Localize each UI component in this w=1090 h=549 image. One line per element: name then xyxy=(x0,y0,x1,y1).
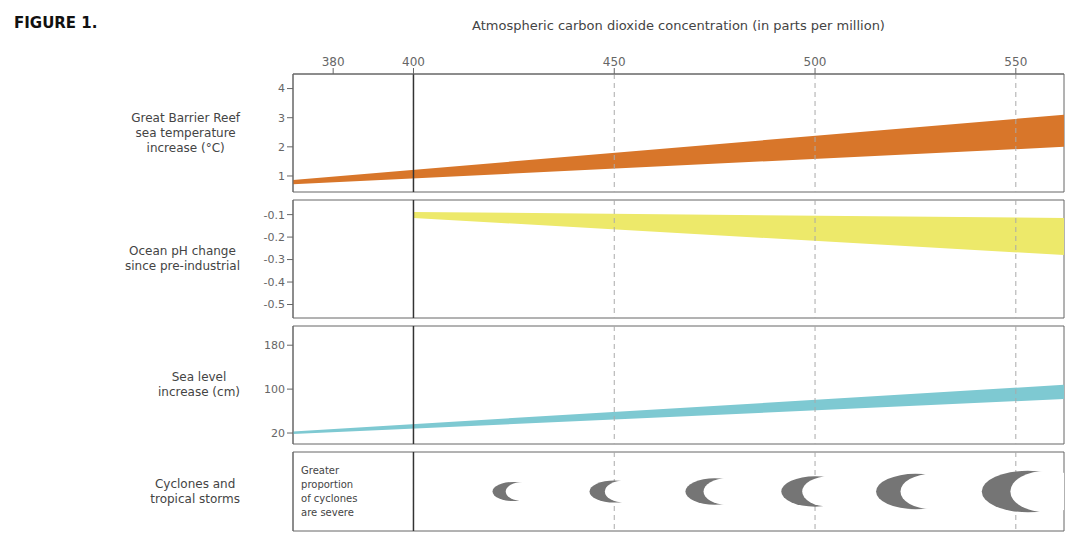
svg-text:20: 20 xyxy=(271,427,285,440)
html-text:Ocean pH change since pre-indu: Ocean pH change since pre-industrial xyxy=(124,244,240,273)
svg-text:180: 180 xyxy=(264,339,285,352)
html-text:Sea level increase (cm): Sea level increase (cm) xyxy=(158,370,240,399)
html-text:Atmospheric carbon dioxide con: Atmospheric carbon dioxide concentration… xyxy=(472,18,885,33)
svg-text:3: 3 xyxy=(278,112,285,125)
svg-text:400: 400 xyxy=(402,55,425,69)
html-text:Great Barrier Reef sea tempera: Great Barrier Reef sea temperature incre… xyxy=(131,110,240,155)
svg-text:1: 1 xyxy=(278,170,285,183)
svg-text:450: 450 xyxy=(603,55,626,69)
svg-text:-0.5: -0.5 xyxy=(264,298,285,311)
svg-text:-0.2: -0.2 xyxy=(264,231,285,244)
svg-text:Greaterproportionof cyclonesar: Greaterproportionof cyclonesare severe xyxy=(301,465,357,518)
svg-text:100: 100 xyxy=(264,383,285,396)
svg-text:2: 2 xyxy=(278,141,285,154)
svg-text:-0.4: -0.4 xyxy=(264,276,285,289)
svg-text:-0.3: -0.3 xyxy=(264,253,285,266)
svg-text:-0.1: -0.1 xyxy=(264,209,285,222)
html-text:Cyclones and tropical storms: Cyclones and tropical storms xyxy=(150,476,240,506)
svg-text:500: 500 xyxy=(804,55,827,69)
html-text:FIGURE 1.: FIGURE 1. xyxy=(14,14,98,32)
svg-text:4: 4 xyxy=(278,82,285,95)
svg-text:380: 380 xyxy=(322,55,345,69)
svg-text:550: 550 xyxy=(1004,55,1027,69)
